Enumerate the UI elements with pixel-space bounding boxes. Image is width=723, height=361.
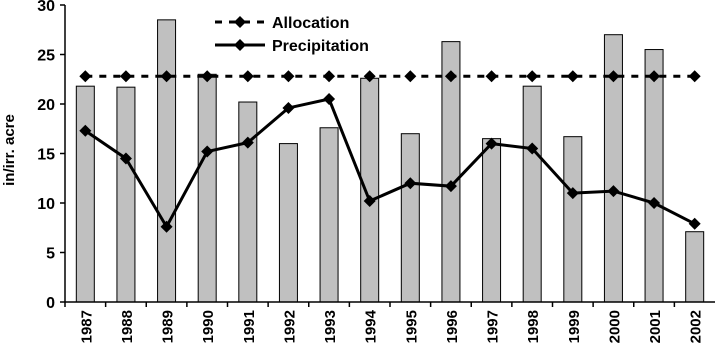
x-tick-label: 1988 xyxy=(119,310,136,343)
marker xyxy=(363,195,376,208)
marker xyxy=(241,136,254,149)
marker xyxy=(566,70,579,83)
bar xyxy=(197,73,217,303)
marker xyxy=(201,145,214,158)
y-tick-label: 10 xyxy=(37,196,55,213)
bar xyxy=(685,231,705,303)
x-tick-label: 1989 xyxy=(160,310,177,343)
marker xyxy=(363,70,376,83)
x-tick-label: 1992 xyxy=(281,310,298,343)
x-tick-label: 1991 xyxy=(241,310,258,343)
bar xyxy=(278,143,298,303)
x-tick-label: 1998 xyxy=(525,310,542,343)
bar xyxy=(116,86,136,303)
bar xyxy=(522,85,542,303)
marker xyxy=(323,93,336,106)
marker xyxy=(282,101,295,114)
marker xyxy=(404,177,417,190)
marker xyxy=(444,180,457,193)
x-tick-label: 1996 xyxy=(444,310,461,343)
legend-marker xyxy=(234,16,246,28)
bar xyxy=(644,49,664,303)
y-axis-label: in/irr. acre xyxy=(1,114,18,186)
marker xyxy=(526,142,539,155)
marker xyxy=(485,70,498,83)
marker xyxy=(566,187,579,200)
x-tick-label: 1994 xyxy=(363,309,380,343)
bar xyxy=(400,133,420,303)
marker xyxy=(607,70,620,83)
marker xyxy=(323,70,336,83)
marker xyxy=(241,70,254,83)
x-tick-label: 1993 xyxy=(322,310,339,343)
marker xyxy=(444,70,457,83)
bar xyxy=(563,136,583,303)
line xyxy=(84,97,696,230)
y-tick-label: 25 xyxy=(37,48,55,65)
x-tick-label: 2002 xyxy=(688,310,705,343)
marker xyxy=(688,70,701,83)
legend-label: Precipitation xyxy=(272,38,369,55)
marker xyxy=(201,70,214,83)
bar xyxy=(157,19,177,303)
marker xyxy=(404,70,417,83)
marker xyxy=(688,217,701,230)
marker xyxy=(160,220,173,233)
y-tick-label: 20 xyxy=(37,97,55,114)
x-tick-label: 2000 xyxy=(606,310,623,343)
marker xyxy=(648,70,661,83)
legend-marker xyxy=(234,39,246,51)
marker xyxy=(79,70,92,83)
bar xyxy=(360,77,380,303)
marker xyxy=(485,137,498,150)
x-tick-label: 2001 xyxy=(647,310,664,343)
bar xyxy=(482,138,502,303)
marker xyxy=(282,70,295,83)
x-tick-label: 1999 xyxy=(566,310,583,343)
marker xyxy=(119,152,132,165)
marker xyxy=(648,197,661,209)
marker xyxy=(160,70,173,83)
x-tick-label: 1995 xyxy=(403,310,420,343)
y-tick-label: 5 xyxy=(46,246,55,263)
marker xyxy=(79,124,92,137)
y-tick-label: 0 xyxy=(46,295,55,312)
x-tick-label: 1997 xyxy=(485,310,502,343)
marker xyxy=(526,70,539,83)
bar xyxy=(75,85,95,303)
x-tick-label: 1987 xyxy=(78,310,95,343)
bar xyxy=(238,101,258,303)
y-tick-label: 30 xyxy=(37,0,55,15)
legend-label: Allocation xyxy=(272,15,349,32)
marker xyxy=(607,185,620,198)
marker xyxy=(119,70,132,83)
y-tick-label: 15 xyxy=(37,147,55,164)
bar xyxy=(319,127,339,303)
x-tick-label: 1990 xyxy=(200,310,217,343)
